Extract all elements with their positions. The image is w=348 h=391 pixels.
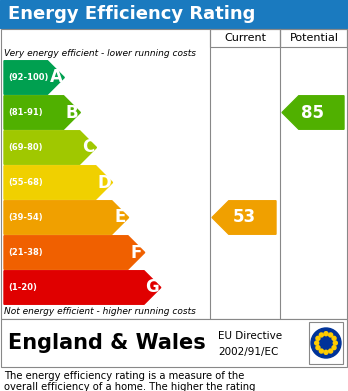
Text: EU Directive: EU Directive xyxy=(218,331,282,341)
Bar xyxy=(0,0,348,28)
Polygon shape xyxy=(212,201,276,234)
Bar xyxy=(309,322,343,364)
Text: A: A xyxy=(49,68,62,86)
Text: D: D xyxy=(97,174,111,192)
Polygon shape xyxy=(4,201,129,234)
Text: The energy efficiency rating is a measure of the: The energy efficiency rating is a measur… xyxy=(4,371,244,381)
Text: Potential: Potential xyxy=(290,33,339,43)
Text: (39-54): (39-54) xyxy=(8,213,42,222)
Text: Current: Current xyxy=(224,33,266,43)
Text: (69-80): (69-80) xyxy=(8,143,42,152)
Circle shape xyxy=(329,349,333,353)
Circle shape xyxy=(324,332,328,336)
Text: (92-100): (92-100) xyxy=(8,73,48,82)
Text: Not energy efficient - higher running costs: Not energy efficient - higher running co… xyxy=(4,307,196,316)
Circle shape xyxy=(311,328,341,358)
Text: overall efficiency of a home. The higher the rating: overall efficiency of a home. The higher… xyxy=(4,382,255,391)
Text: 2002/91/EC: 2002/91/EC xyxy=(218,347,278,357)
Polygon shape xyxy=(4,131,96,164)
Polygon shape xyxy=(4,96,80,129)
Circle shape xyxy=(315,341,319,345)
Text: Energy Efficiency Rating: Energy Efficiency Rating xyxy=(8,5,255,23)
Circle shape xyxy=(332,346,336,350)
Bar xyxy=(1,319,347,367)
Circle shape xyxy=(329,333,333,337)
Text: C: C xyxy=(82,138,94,156)
Circle shape xyxy=(324,350,328,354)
Text: (55-68): (55-68) xyxy=(8,178,43,187)
Circle shape xyxy=(316,346,320,350)
Text: 85: 85 xyxy=(301,104,324,122)
Text: F: F xyxy=(130,244,142,262)
Text: G: G xyxy=(145,278,159,296)
Circle shape xyxy=(333,341,337,345)
Polygon shape xyxy=(4,271,161,304)
Text: England & Wales: England & Wales xyxy=(8,333,206,353)
Bar xyxy=(1,29,347,319)
Circle shape xyxy=(319,349,323,353)
Text: (81-91): (81-91) xyxy=(8,108,42,117)
Text: 53: 53 xyxy=(232,208,255,226)
Text: E: E xyxy=(114,208,126,226)
Circle shape xyxy=(332,336,336,340)
Polygon shape xyxy=(4,236,145,269)
Bar xyxy=(280,29,347,47)
Text: B: B xyxy=(66,104,78,122)
Polygon shape xyxy=(4,166,112,199)
Polygon shape xyxy=(4,61,64,94)
Text: (1-20): (1-20) xyxy=(8,283,37,292)
Text: Very energy efficient - lower running costs: Very energy efficient - lower running co… xyxy=(4,49,196,58)
Text: (21-38): (21-38) xyxy=(8,248,42,257)
Circle shape xyxy=(319,333,323,337)
Polygon shape xyxy=(282,96,344,129)
Circle shape xyxy=(316,336,320,340)
Bar xyxy=(210,29,280,47)
